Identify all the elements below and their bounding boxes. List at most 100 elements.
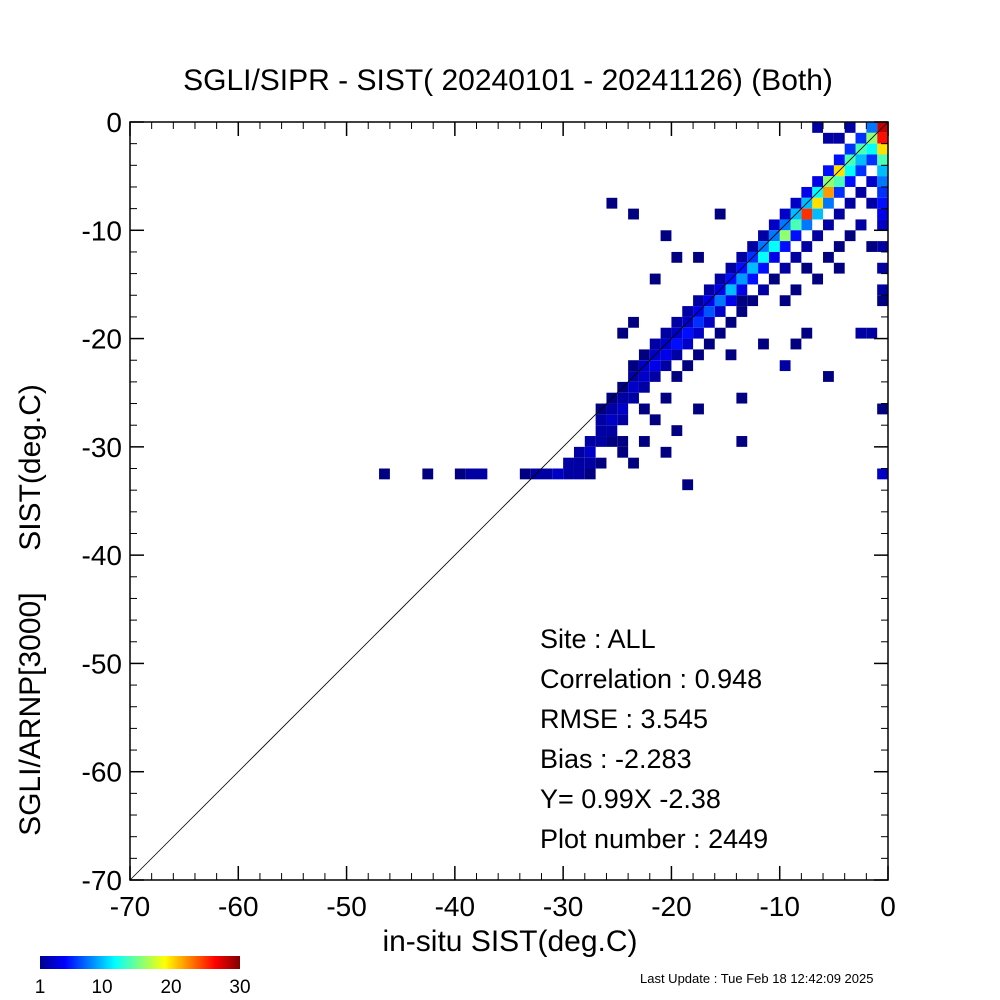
density-cell — [833, 262, 845, 274]
y-tick-label: -30 — [82, 432, 122, 463]
density-cell — [682, 306, 694, 317]
density-cell — [638, 436, 650, 447]
density-cell — [693, 327, 704, 339]
density-cell — [703, 306, 715, 317]
density-cell — [660, 392, 672, 404]
density-cell — [595, 425, 607, 437]
density-cell — [628, 381, 639, 393]
colorbar-tick-label: 30 — [229, 977, 250, 998]
statistics-panel: Site : ALL Correlation : 0.948 RMSE : 3.54… — [540, 624, 768, 854]
density-cell — [747, 241, 759, 252]
density-cell — [693, 295, 704, 307]
density-cell — [671, 425, 683, 437]
minor-ticks — [130, 122, 888, 880]
density-cell — [877, 186, 888, 198]
major-ticks — [129, 121, 889, 881]
density-cell — [877, 262, 888, 274]
density-cell — [877, 468, 888, 480]
y-tick-label: -70 — [82, 865, 122, 896]
density-cell — [877, 219, 888, 231]
y-axis-label: SGLI/ARNP[3000] SIST(deg.C) — [14, 384, 47, 836]
density-cell — [628, 360, 639, 372]
density-cell — [823, 371, 834, 382]
density-cell — [617, 414, 629, 426]
y-tick-label: -10 — [82, 215, 122, 246]
density-cell — [877, 208, 888, 220]
density-cell — [833, 208, 845, 220]
density-cell — [660, 327, 672, 339]
density-cell — [638, 381, 650, 393]
density-cell — [725, 284, 737, 296]
density-cell — [628, 392, 639, 404]
density-cell — [866, 176, 878, 187]
density-cell — [465, 468, 477, 480]
density-cell — [779, 295, 791, 307]
density-cell — [844, 197, 856, 209]
density-cell — [649, 371, 661, 382]
density-cell — [844, 122, 856, 133]
density-cell — [693, 403, 704, 415]
density-cell — [823, 219, 834, 231]
density-cell — [833, 176, 845, 187]
density-cell — [703, 316, 715, 328]
density-cell — [855, 165, 867, 177]
density-cell — [844, 176, 856, 187]
density-cell — [790, 230, 802, 242]
density-cell — [736, 273, 748, 285]
density-cell — [833, 132, 845, 144]
density-cell — [801, 262, 813, 274]
density-cell — [736, 295, 748, 307]
density-cell — [617, 327, 629, 339]
density-cell — [682, 327, 694, 339]
density-cell — [801, 186, 813, 198]
density-cell — [823, 132, 834, 144]
density-cell — [801, 327, 813, 339]
density-cell — [693, 251, 704, 263]
density-cell — [855, 327, 867, 339]
x-tick-label: -40 — [435, 891, 475, 922]
density-cell — [682, 360, 694, 372]
density-cell — [844, 143, 856, 155]
colorbar-tick-label: 10 — [91, 977, 112, 998]
density-cell — [736, 284, 748, 296]
density-cell — [768, 251, 780, 263]
density-cell — [823, 186, 834, 198]
density-cell — [877, 295, 888, 307]
density-cell — [758, 338, 769, 350]
density-cell — [628, 208, 639, 220]
density-cell — [877, 197, 888, 209]
density-cell — [790, 219, 802, 231]
density-cell — [660, 360, 672, 372]
density-cell — [660, 230, 672, 242]
last-update-text: Last Update : Tue Feb 18 12:42:09 2025 — [640, 971, 873, 986]
density-cell — [844, 165, 856, 177]
density-cell — [855, 154, 867, 166]
density-cell — [801, 241, 813, 252]
density-cell — [877, 165, 888, 177]
y-tick-label: 0 — [106, 107, 122, 138]
density-cell — [617, 446, 629, 458]
density-cell — [649, 360, 661, 372]
x-tick-label: -70 — [110, 891, 150, 922]
density-cell — [584, 446, 596, 458]
density-cell — [801, 208, 813, 220]
density-cell — [812, 208, 824, 220]
density-cell — [758, 230, 769, 242]
density-cell — [866, 122, 878, 133]
density-cell — [833, 241, 845, 252]
x-tick-labels: -70 -60 -50 -40 -30 -20 -10 0 — [110, 891, 896, 922]
density-cell — [877, 176, 888, 187]
density-cell — [812, 273, 824, 285]
x-tick-label: -60 — [218, 891, 258, 922]
density-cell — [660, 446, 672, 458]
y-tick-labels: -70 -60 -50 -40 -30 -20 -10 0 — [82, 107, 122, 896]
density-cell — [801, 219, 813, 231]
density-cell — [855, 132, 867, 144]
density-cell — [768, 241, 780, 252]
stat-line: RMSE : 3.545 — [540, 704, 708, 734]
density-cell — [747, 295, 759, 307]
density-cell — [606, 414, 618, 426]
density-cell — [877, 284, 888, 296]
density-cell — [812, 230, 824, 242]
density-cell — [703, 338, 715, 350]
